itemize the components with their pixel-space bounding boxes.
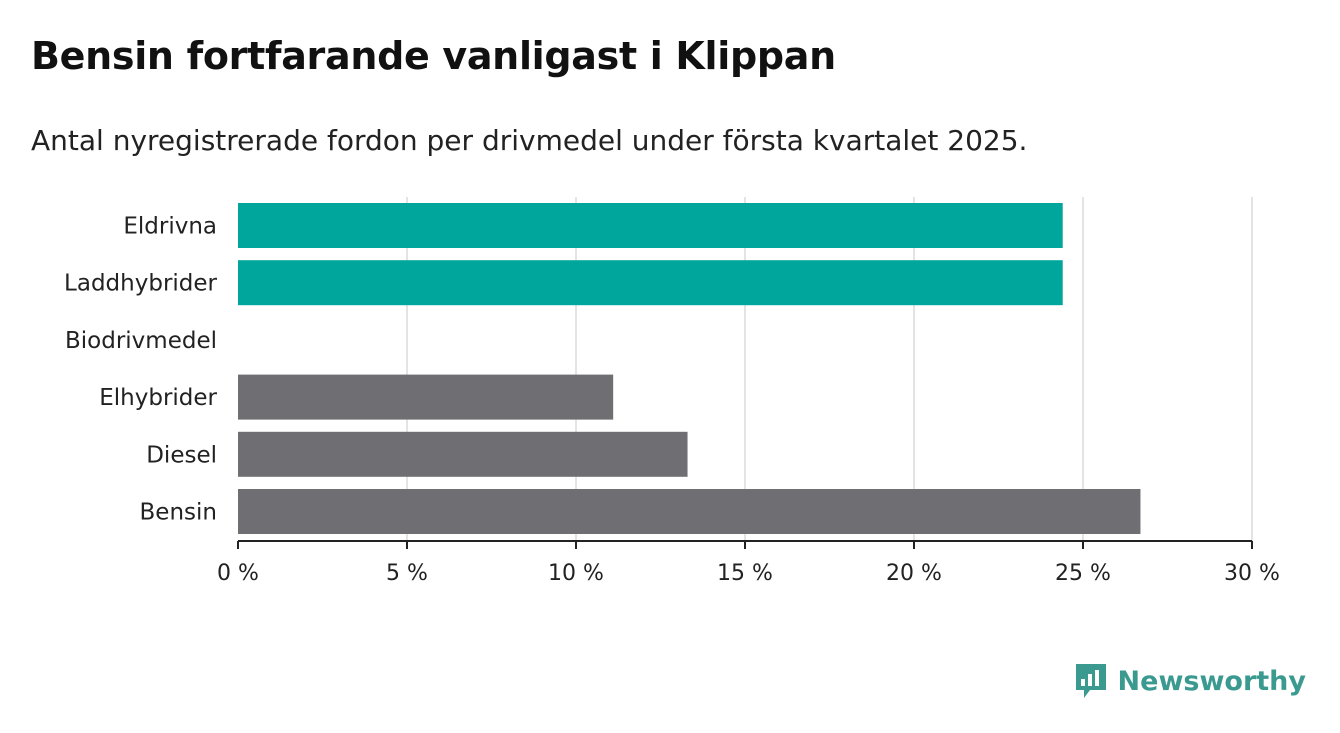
category-label: Biodrivmedel <box>65 328 217 354</box>
category-labels: Eldrivna Laddhybrider Biodrivmedel Elhybrid… <box>64 214 217 526</box>
x-axis: 0 % 5 % 10 % 15 % 20 % 25 % 30 % <box>217 540 1280 586</box>
bar-chart-speech-bubble-icon <box>1075 664 1106 698</box>
x-tick-label: 20 % <box>886 561 942 586</box>
category-label: Laddhybrider <box>64 271 217 297</box>
bar <box>238 431 688 477</box>
x-tick-label: 5 % <box>386 561 428 586</box>
gridlines <box>406 197 1253 541</box>
x-tick-label: 30 % <box>1224 561 1280 586</box>
chart-subtitle: Antal nyregistrerade fordon per drivmede… <box>31 124 1028 157</box>
bars <box>238 203 1141 534</box>
brand-name: Newsworthy <box>1117 665 1306 697</box>
bar <box>238 489 1141 534</box>
category-label: Elhybrider <box>99 385 217 411</box>
bar <box>238 374 614 420</box>
category-label: Eldrivna <box>123 214 217 240</box>
chart-title: Bensin fortfarande vanligast i Klippan <box>31 34 836 78</box>
x-tick-label: 25 % <box>1055 561 1111 586</box>
bar <box>238 260 1063 306</box>
x-tick-label: 15 % <box>717 561 773 586</box>
newsworthy-logo: Newsworthy <box>1074 662 1306 700</box>
category-label: Bensin <box>140 500 217 526</box>
category-label: Diesel <box>146 442 217 468</box>
bar <box>238 203 1063 248</box>
x-tick-label: 10 % <box>548 561 604 586</box>
x-tick-label: 0 % <box>217 561 259 586</box>
